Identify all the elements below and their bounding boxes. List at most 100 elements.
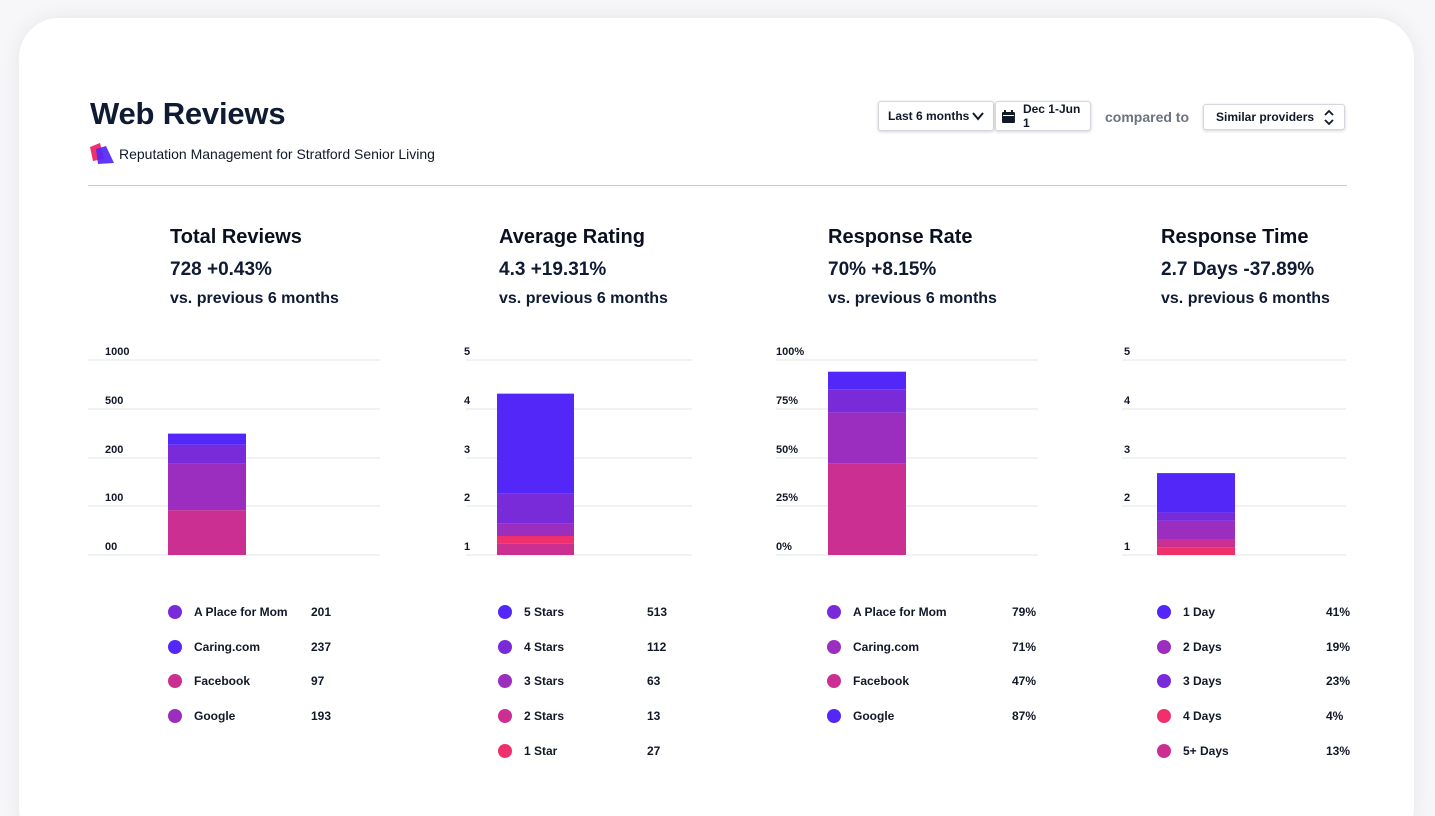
web-reviews-card <box>19 18 1414 816</box>
response-time-y-tick-label: 3 <box>1124 444 1130 456</box>
metric-comparison-response-time: vs. previous 6 months <box>1161 290 1330 307</box>
response-rate-legend-dot-a-place-for-mom <box>827 605 841 619</box>
total-reviews-y-tick-label: 00 <box>105 541 117 553</box>
page-subtitle: Reputation Management for Stratford Seni… <box>119 146 435 162</box>
response-time-legend-value-4-days: 4% <box>1326 709 1344 723</box>
response-time-bar-segment-4-days[interactable] <box>1157 547 1235 555</box>
response-time-y-tick-label: 1 <box>1124 541 1130 553</box>
total-reviews-bar-segment-a-place-for-mom[interactable] <box>168 444 246 464</box>
date-range-button[interactable]: Dec 1-Jun 1 <box>995 101 1091 131</box>
response-time-legend-value-3-days: 23% <box>1326 674 1351 688</box>
response-time-legend-label-1-day: 1 Day <box>1183 605 1216 619</box>
total-reviews-bar-segment-google[interactable] <box>168 463 246 511</box>
response-time-y-tick-label: 4 <box>1124 395 1131 407</box>
average-rating-legend-value-1-star: 27 <box>647 744 661 758</box>
average-rating-legend-label-1-star: 1 Star <box>524 744 558 758</box>
total-reviews-legend-value-caring-com: 237 <box>311 640 332 654</box>
response-rate-y-tick-label: 25% <box>776 492 798 504</box>
metric-title-average-rating: Average Rating <box>499 226 645 248</box>
response-rate-y-tick-label: 100% <box>776 346 804 358</box>
response-rate-y-tick-label: 50% <box>776 444 798 456</box>
average-rating-legend-label-5-stars: 5 Stars <box>524 605 565 619</box>
metric-title-total-reviews: Total Reviews <box>170 226 302 248</box>
average-rating-legend-value-2-stars: 13 <box>647 709 661 723</box>
response-time-legend-label-5-days: 5+ Days <box>1183 744 1229 758</box>
metric-value-response-time: 2.7 Days -37.89% <box>1161 259 1315 280</box>
response-time-legend-label-3-days: 3 Days <box>1183 674 1222 688</box>
response-time-legend-dot-5-days <box>1157 744 1171 758</box>
average-rating-bar-segment-3-stars[interactable] <box>497 523 574 536</box>
response-rate-legend-value-a-place-for-mom: 79% <box>1012 605 1037 619</box>
average-rating-legend-label-2-stars: 2 Stars <box>524 709 565 723</box>
reputation-logo-icon <box>90 143 114 164</box>
average-rating-y-tick-label: 2 <box>464 492 470 504</box>
average-rating-bar-segment-5-stars[interactable] <box>497 393 574 494</box>
response-time-legend-value-5-days: 13% <box>1326 744 1351 758</box>
response-time-legend-label-4-days: 4 Days <box>1183 709 1222 723</box>
total-reviews-legend-dot-google <box>168 709 182 723</box>
response-rate-bar-segment-a-place-for-mom[interactable] <box>828 389 906 413</box>
total-reviews-legend-value-google: 193 <box>311 709 332 723</box>
average-rating-y-tick-label: 3 <box>464 444 470 456</box>
response-time-legend-value-1-day: 41% <box>1326 605 1351 619</box>
response-time-bar-segment-3-days[interactable] <box>1157 512 1235 521</box>
total-reviews-bar-segment-facebook[interactable] <box>168 510 246 555</box>
average-rating-bar-segment-2-stars[interactable] <box>497 543 574 555</box>
average-rating-legend-label-3-stars: 3 Stars <box>524 674 565 688</box>
metric-comparison-average-rating: vs. previous 6 months <box>499 290 668 307</box>
total-reviews-y-tick-label: 100 <box>105 492 123 504</box>
calendar-icon <box>1002 109 1015 123</box>
average-rating-legend-label-4-stars: 4 Stars <box>524 640 565 654</box>
response-time-legend-label-2-days: 2 Days <box>1183 640 1222 654</box>
response-rate-y-tick-label: 75% <box>776 395 798 407</box>
metric-title-response-time: Response Time <box>1161 226 1309 248</box>
total-reviews-legend-dot-caring-com <box>168 640 182 654</box>
total-reviews-legend-label-facebook: Facebook <box>194 674 251 688</box>
response-time-bar-segment-1-day[interactable] <box>1157 473 1235 513</box>
total-reviews-legend-dot-a-place-for-mom <box>168 605 182 619</box>
response-time-legend-dot-2-days <box>1157 640 1171 654</box>
average-rating-bar-segment-1-star[interactable] <box>497 535 574 544</box>
metric-comparison-response-rate: vs. previous 6 months <box>828 290 997 307</box>
period-select[interactable]: Last 6 months <box>878 101 994 131</box>
response-time-legend-value-2-days: 19% <box>1326 640 1351 654</box>
average-rating-legend-dot-1-star <box>498 744 512 758</box>
total-reviews-legend-value-a-place-for-mom: 201 <box>311 605 332 619</box>
total-reviews-legend-label-a-place-for-mom: A Place for Mom <box>194 605 288 619</box>
response-rate-legend-label-google: Google <box>853 709 895 723</box>
response-time-legend-dot-4-days <box>1157 709 1171 723</box>
sort-updown-icon <box>1324 109 1334 126</box>
average-rating-legend-dot-4-stars <box>498 640 512 654</box>
average-rating-legend-dot-2-stars <box>498 709 512 723</box>
response-rate-bar-segment-google[interactable] <box>828 371 906 390</box>
average-rating-bar-segment-4-stars[interactable] <box>497 493 574 524</box>
response-rate-bar-segment-caring-com[interactable] <box>828 412 906 464</box>
average-rating-y-tick-label: 5 <box>464 346 470 358</box>
response-rate-legend-dot-caring-com <box>827 640 841 654</box>
metric-value-total-reviews: 728 +0.43% <box>170 259 272 280</box>
total-reviews-legend-value-facebook: 97 <box>311 674 325 688</box>
response-rate-bar-segment-facebook[interactable] <box>828 463 906 555</box>
total-reviews-y-tick-label: 1000 <box>105 346 129 358</box>
response-time-bar-segment-2-days[interactable] <box>1157 520 1235 540</box>
total-reviews-y-tick-label: 200 <box>105 444 123 456</box>
average-rating-legend-value-5-stars: 513 <box>647 605 668 619</box>
total-reviews-legend-label-google: Google <box>194 709 236 723</box>
compare-select[interactable]: Similar providers <box>1203 104 1345 130</box>
response-time-legend-dot-3-days <box>1157 674 1171 688</box>
total-reviews-bar-segment-caring-com[interactable] <box>168 433 246 445</box>
response-rate-legend-dot-google <box>827 709 841 723</box>
response-rate-legend-dot-facebook <box>827 674 841 688</box>
response-time-bar-segment-5-days[interactable] <box>1157 539 1235 548</box>
response-time-y-tick-label: 2 <box>1124 492 1130 504</box>
total-reviews-legend-label-caring-com: Caring.com <box>194 640 261 654</box>
response-rate-legend-value-google: 87% <box>1012 709 1037 723</box>
metric-value-average-rating: 4.3 +19.31% <box>499 259 607 280</box>
response-rate-legend-value-facebook: 47% <box>1012 674 1037 688</box>
average-rating-legend-value-3-stars: 63 <box>647 674 661 688</box>
page-title: Web Reviews <box>90 96 286 131</box>
response-time-legend-dot-1-day <box>1157 605 1171 619</box>
average-rating-legend-dot-3-stars <box>498 674 512 688</box>
period-select-label: Last 6 months <box>888 109 970 123</box>
